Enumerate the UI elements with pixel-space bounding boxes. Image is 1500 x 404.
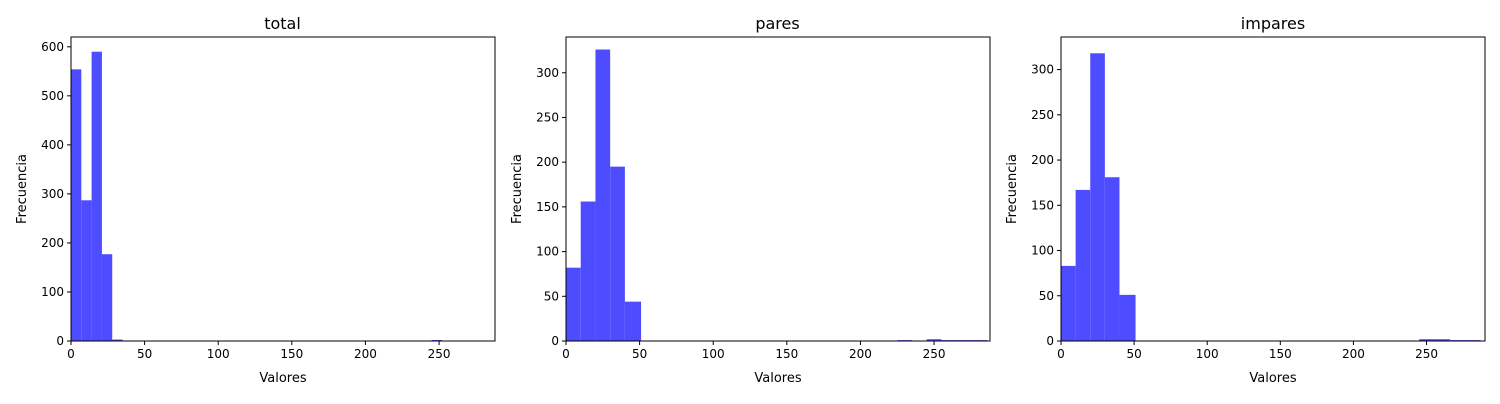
bars-group <box>566 49 988 342</box>
histogram-bar <box>566 267 581 341</box>
histogram-bar <box>1061 265 1076 341</box>
histogram-bar <box>595 49 611 342</box>
x-ticks: 0 50 100 150 200 250 <box>67 341 451 361</box>
histogram-bar <box>1075 189 1091 341</box>
y-tick-label: 250 <box>536 110 559 124</box>
y-tick-label: 200 <box>41 236 64 250</box>
x-ticks: 0 50 100 150 200 250 <box>1057 341 1438 361</box>
histogram-bar <box>580 201 596 341</box>
x-tick-label: 150 <box>1269 347 1292 361</box>
x-tick-label: 50 <box>137 347 152 361</box>
histogram-bar <box>1104 177 1120 341</box>
chart-title: impares <box>1241 14 1305 33</box>
x-tick-label: 0 <box>1057 347 1065 361</box>
y-tick-label: 300 <box>536 66 559 80</box>
y-tick-label: 0 <box>551 334 559 348</box>
x-tick-label: 250 <box>428 347 451 361</box>
x-tick-label: 150 <box>775 347 798 361</box>
x-tick-label: 0 <box>67 347 75 361</box>
x-ticks: 0 50 100 150 200 250 <box>562 341 946 361</box>
y-tick-label: 0 <box>56 334 64 348</box>
x-tick-label: 100 <box>702 347 725 361</box>
histogram-bar <box>112 339 123 341</box>
histogram-bar <box>624 301 642 341</box>
x-tick-label: 100 <box>1196 347 1219 361</box>
subplot-total: total 0 50 100 150 200 250 0 100 200 300 400 500 60… <box>15 14 496 386</box>
y-tick-label: 100 <box>536 245 559 259</box>
subplot-impares: impares 0 50 100 150 200 250 0 50 100 150 200 250 3… <box>1005 14 1486 386</box>
y-tick-label: 50 <box>1039 289 1054 303</box>
y-tick-label: 50 <box>544 289 559 303</box>
histogram-bar <box>91 51 102 342</box>
y-ticks: 0 100 200 300 400 500 600 <box>41 40 71 348</box>
y-ticks: 0 50 100 150 200 250 300 <box>1031 63 1061 348</box>
y-tick-label: 100 <box>1031 244 1054 258</box>
bars-group <box>1061 53 1481 341</box>
x-tick-label: 0 <box>562 347 570 361</box>
chart-title: total <box>264 14 301 33</box>
histogram-bar <box>1419 339 1434 341</box>
x-tick-label: 200 <box>849 347 872 361</box>
histogram-bar <box>101 254 113 341</box>
plot-frame <box>70 36 496 342</box>
histogram-bar <box>81 200 92 341</box>
y-tick-label: 500 <box>41 89 64 103</box>
subplot-pares: pares 0 50 100 150 200 250 0 50 100 150 200 250 300… <box>510 14 991 386</box>
y-tick-label: 600 <box>41 40 64 54</box>
x-axis-label: Valores <box>754 371 801 386</box>
y-tick-label: 150 <box>536 200 559 214</box>
x-tick-label: 250 <box>923 347 946 361</box>
histogram-bar <box>1119 294 1136 341</box>
y-tick-label: 250 <box>1031 108 1054 122</box>
chart-title: pares <box>755 14 799 33</box>
x-axis-label: Valores <box>1249 371 1296 386</box>
y-ticks: 0 50 100 150 200 250 300 <box>536 66 566 348</box>
histogram-bar <box>1090 53 1105 341</box>
y-tick-label: 200 <box>536 155 559 169</box>
y-tick-label: 300 <box>41 187 64 201</box>
y-tick-label: 200 <box>1031 153 1054 167</box>
histogram-bar <box>1433 339 1450 341</box>
x-tick-label: 250 <box>1415 347 1438 361</box>
y-tick-label: 300 <box>1031 63 1054 77</box>
y-axis-label: Frecuencia <box>510 154 525 224</box>
y-axis-label: Frecuencia <box>15 154 30 224</box>
y-tick-label: 400 <box>41 138 64 152</box>
histogram-bar <box>610 166 625 341</box>
y-axis-label: Frecuencia <box>1005 154 1020 224</box>
histogram-bar <box>926 339 942 341</box>
plot-frame <box>565 36 991 342</box>
x-tick-label: 200 <box>354 347 377 361</box>
histogram-bar <box>71 69 82 342</box>
y-tick-label: 150 <box>1031 198 1054 212</box>
x-tick-label: 50 <box>1126 347 1141 361</box>
y-tick-label: 100 <box>41 285 64 299</box>
y-tick-label: 0 <box>1046 334 1054 348</box>
x-tick-label: 150 <box>280 347 303 361</box>
x-tick-label: 50 <box>632 347 647 361</box>
plot-frame <box>1060 36 1486 342</box>
x-tick-label: 200 <box>1342 347 1365 361</box>
x-tick-label: 100 <box>207 347 230 361</box>
x-axis-label: Valores <box>259 371 306 386</box>
